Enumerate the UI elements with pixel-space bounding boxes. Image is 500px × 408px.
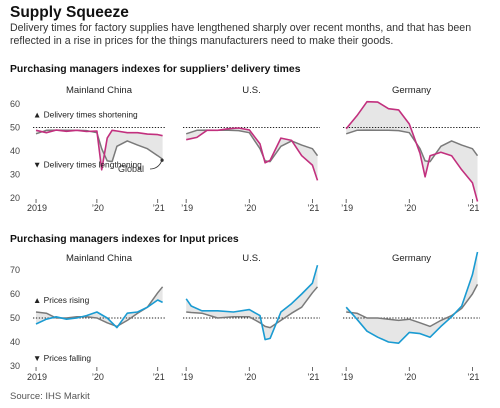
delivery-series-line <box>35 129 163 171</box>
x-tick-label: ’19 <box>181 372 193 382</box>
x-tick-label: ’21 <box>153 203 165 213</box>
x-tick-label: ’19 <box>341 372 353 382</box>
y-tick-label: 40 <box>10 337 20 347</box>
chart-subtitle: Delivery times for factory supplies have… <box>10 22 472 47</box>
price-series-line <box>185 264 319 341</box>
global-series-line <box>35 286 164 328</box>
panel-title: Mainland China <box>66 253 133 264</box>
panel-title: U.S. <box>242 253 260 264</box>
price-series-line <box>345 251 479 344</box>
annotation-above: ▲ Prices rising <box>33 295 90 305</box>
panel-prices-2: Germany ’19 ’20 ’21 <box>341 251 480 382</box>
y-tick-label: 60 <box>10 99 20 109</box>
gap-shading <box>346 252 478 344</box>
global-label-leader <box>149 161 162 170</box>
y-tick-label: 20 <box>10 193 20 203</box>
y-tick-label: 50 <box>10 313 20 323</box>
x-tick-label: ’19 <box>181 203 193 213</box>
panel-title: U.S. <box>242 85 260 96</box>
x-tick-label: ’21 <box>153 372 165 382</box>
panel-prices-1: U.S. ’19 ’20 ’21 <box>181 253 320 382</box>
x-tick-label: 2019 <box>27 203 47 213</box>
x-tick-label: ’20 <box>244 372 256 382</box>
x-tick-label: ’21 <box>307 203 319 213</box>
annotation-below: ▼ Prices falling <box>33 353 91 363</box>
panel-title: Mainland China <box>66 85 133 96</box>
x-tick-label: ’19 <box>341 203 353 213</box>
x-tick-label: ’20 <box>244 203 256 213</box>
x-tick-label: ’21 <box>467 372 479 382</box>
x-tick-label: ’20 <box>404 372 416 382</box>
gap-shading <box>346 101 478 202</box>
y-tick-label: 30 <box>10 361 20 371</box>
panel-delivery-0: Mainland China 20 30 40 50 60 2019 ’20 ’21 ▲ Deli… <box>10 85 165 213</box>
y-tick-label: 60 <box>10 289 20 299</box>
gap-shading <box>186 265 318 340</box>
source-note: Source: IHS Markit <box>10 391 90 402</box>
chart-title: Supply Squeeze <box>10 4 129 21</box>
annotation-below: ▼ Delivery times lengthening <box>33 160 142 170</box>
panel-prices-0: Mainland China 30 40 50 60 70 2019 ’20 ’21 ▲ Pric… <box>10 253 165 382</box>
section-title-delivery: Purchasing managers indexes for supplier… <box>10 64 301 75</box>
panel-title: Germany <box>392 85 431 96</box>
delivery-series-line <box>345 100 479 202</box>
x-tick-label: ’21 <box>307 372 319 382</box>
price-series-line <box>35 299 163 329</box>
global-label-arrowhead <box>160 158 164 162</box>
delivery-series-line <box>186 127 319 181</box>
x-tick-label: ’20 <box>92 203 104 213</box>
x-tick-label: ’20 <box>92 372 104 382</box>
annotation-above: ▲ Delivery times shortening <box>33 110 138 120</box>
panel-title: Germany <box>392 253 431 264</box>
panel-delivery-1: U.S. ’19 ’20 ’21 <box>181 85 320 213</box>
gap-shading <box>36 286 163 328</box>
y-tick-label: 50 <box>10 123 20 133</box>
global-series-line <box>345 129 479 163</box>
section-title-prices: Purchasing managers indexes for Input pr… <box>10 234 239 245</box>
global-series-line <box>346 284 479 328</box>
panel-delivery-2: Germany ’19 ’20 ’21 <box>341 85 480 213</box>
y-tick-label: 30 <box>10 170 20 180</box>
global-label: Global <box>118 164 144 174</box>
gap-shading <box>186 128 318 181</box>
y-tick-label: 40 <box>10 146 20 156</box>
y-tick-label: 70 <box>10 265 20 275</box>
x-tick-label: ’21 <box>467 203 479 213</box>
x-tick-label: ’20 <box>404 203 416 213</box>
x-tick-label: 2019 <box>27 372 47 382</box>
